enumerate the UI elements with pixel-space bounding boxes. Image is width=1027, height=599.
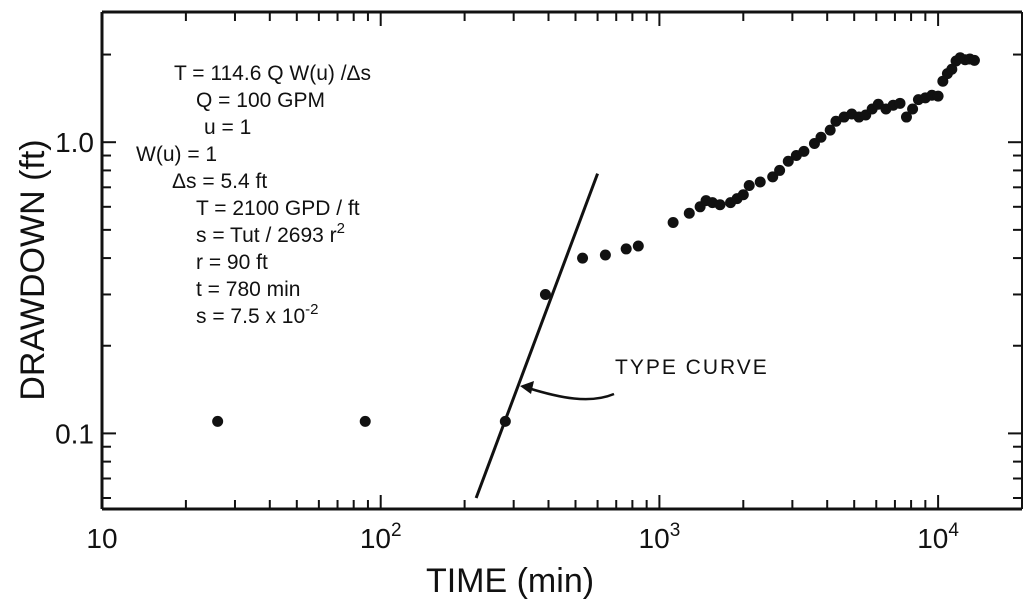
y-axis-title: DRAWDOWN (ft) (14, 139, 52, 400)
data-point (782, 155, 794, 167)
type-curve-line (474, 173, 599, 499)
data-point (798, 145, 810, 157)
annotation-line: s = 7.5 x 10-2 (196, 301, 319, 328)
calculation-annotations: T = 114.6 Q W(u) /Δs Q = 100 GPM u = 1 W(u)… (136, 62, 371, 328)
data-point (968, 54, 980, 66)
y-tick-label: 1.0 (55, 127, 94, 158)
data-point (774, 164, 786, 176)
data-point (539, 288, 551, 300)
data-point (946, 63, 958, 75)
arrowhead-icon (520, 381, 534, 394)
x-tick-label: 104 (917, 520, 959, 554)
data-point (754, 176, 766, 188)
data-point (767, 171, 779, 183)
data-point (683, 207, 695, 219)
x-tick-label: 102 (360, 520, 402, 554)
data-point (737, 189, 749, 201)
data-point (667, 216, 679, 228)
annotation-line: T = 2100 GPD / ft (196, 197, 360, 220)
data-point (900, 111, 912, 123)
annotation-line: r = 90 ft (196, 251, 268, 274)
data-point (632, 240, 644, 252)
annotation-line: u = 1 (204, 116, 251, 139)
data-point (743, 180, 755, 192)
annotation-line: Δs = 5.4 ft (172, 170, 267, 193)
annotation-line: s = Tut / 2693 r2 (196, 220, 345, 247)
data-point (815, 131, 827, 143)
data-point (894, 97, 906, 109)
data-point (907, 103, 919, 115)
data-point (932, 90, 944, 102)
x-tick-label: 10 (86, 523, 117, 554)
annotation-line: W(u) = 1 (136, 143, 217, 166)
annotation-line: t = 780 min (196, 278, 300, 301)
data-point (212, 415, 224, 427)
data-points (212, 52, 980, 427)
annotation-line: Q = 100 GPM (196, 89, 325, 112)
data-point (620, 243, 632, 255)
x-axis-title: TIME (min) (426, 562, 594, 599)
type-curve-label: TYPE CURVE (615, 356, 769, 379)
data-point (714, 199, 726, 211)
y-tick-label: 0.1 (55, 418, 94, 449)
data-point (359, 415, 371, 427)
data-point (830, 115, 842, 127)
tick-labels: 10 102 103 104 0.1 1.0 (55, 127, 959, 554)
x-tick-label: 103 (639, 520, 681, 554)
data-point (599, 249, 611, 261)
data-point (824, 124, 836, 136)
annotation-line: T = 114.6 Q W(u) /Δs (174, 62, 371, 85)
data-point (499, 415, 511, 427)
data-point (577, 252, 589, 264)
type-curve-arrow (527, 386, 615, 401)
